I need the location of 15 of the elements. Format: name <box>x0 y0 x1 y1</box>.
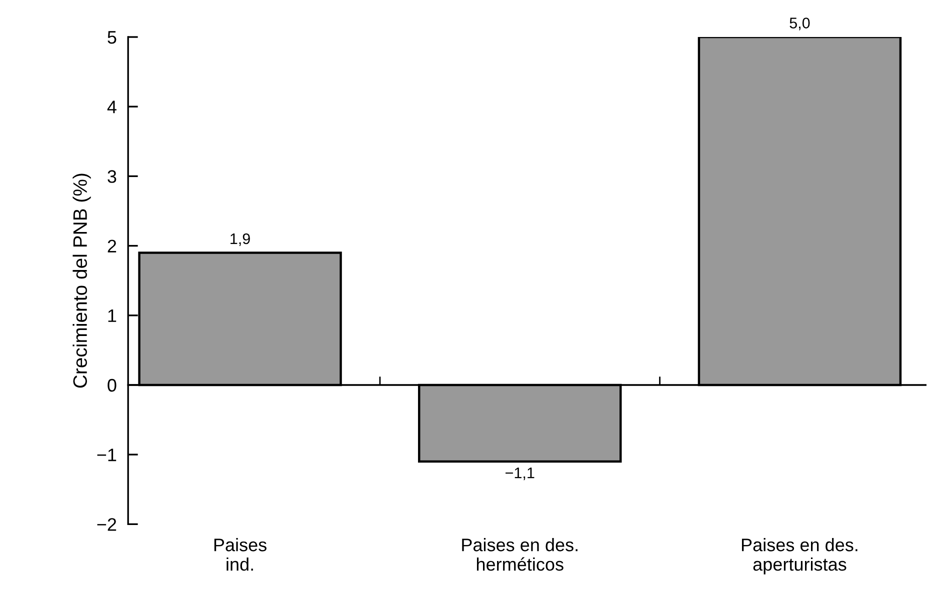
y-tick-label: 5 <box>108 31 116 44</box>
x-tick-label: Paises en des. aperturistas <box>742 538 858 574</box>
y-tick-label: −1 <box>97 448 116 462</box>
y-tick-label: 2 <box>108 240 116 252</box>
y-tick-label: 0 <box>108 378 116 392</box>
y-tick-label: −2 <box>97 518 116 531</box>
x-tick-label: Paises en des. herméticos <box>462 538 578 571</box>
y-tick-label: 4 <box>107 100 116 114</box>
y-tick-label: 1 <box>108 310 116 322</box>
data-label: −1,1 <box>506 468 534 480</box>
y-axis-title: Crecimiento del PNB (%) <box>72 174 91 388</box>
x-tick-label: Paises ind. <box>214 538 266 571</box>
data-label: 5,0 <box>790 18 810 30</box>
data-label: 1,9 <box>230 233 250 246</box>
y-tick-label: 3 <box>108 170 116 183</box>
